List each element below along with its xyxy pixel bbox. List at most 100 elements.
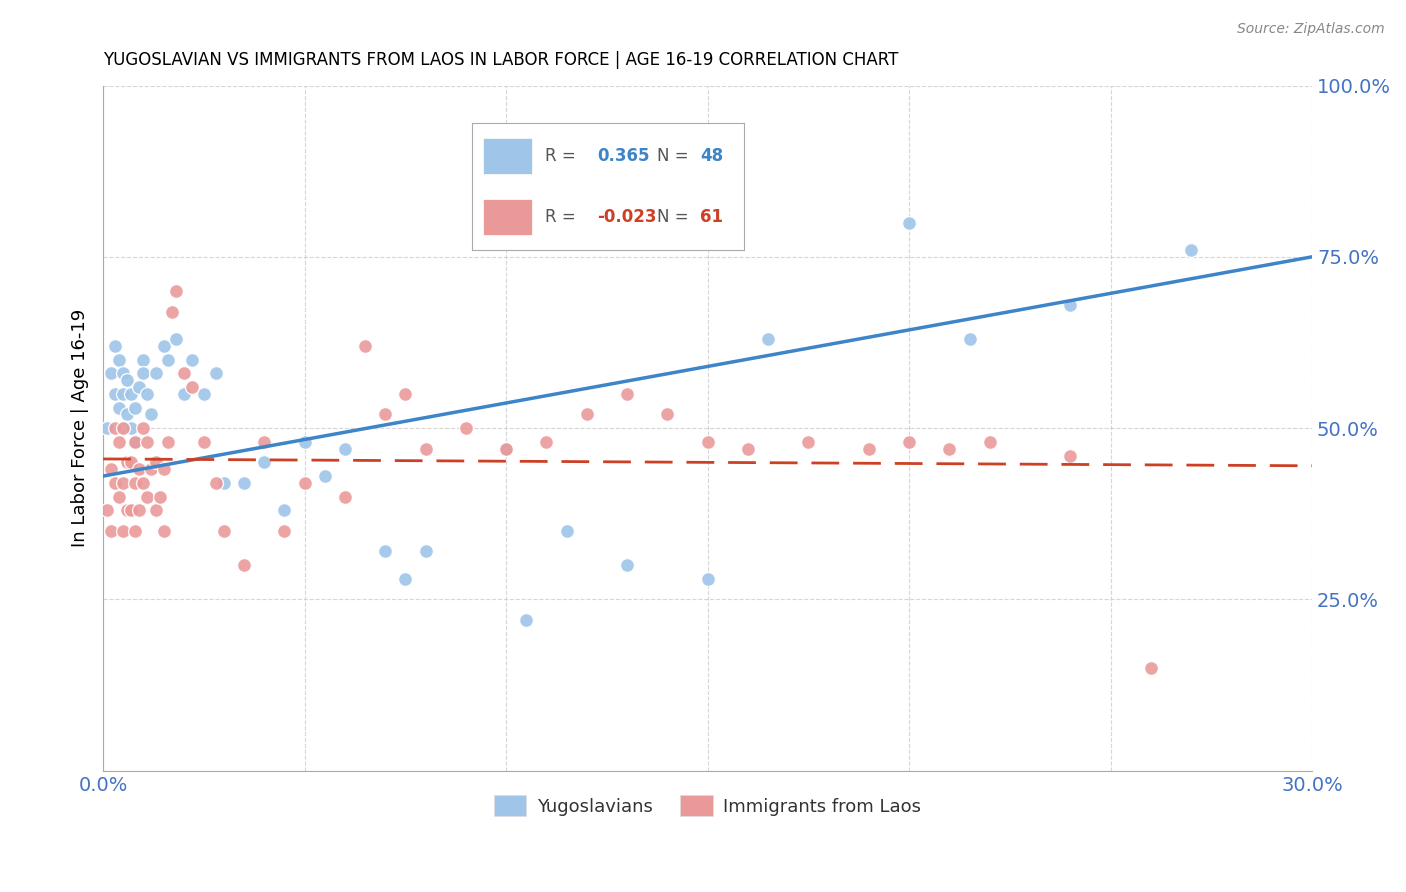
Point bbox=[124, 401, 146, 415]
Point bbox=[180, 352, 202, 367]
Point bbox=[205, 475, 228, 490]
Point bbox=[120, 455, 142, 469]
Point bbox=[1180, 243, 1202, 257]
Point bbox=[575, 408, 598, 422]
Point bbox=[233, 558, 256, 573]
Point bbox=[253, 455, 276, 469]
Point bbox=[273, 524, 295, 538]
Point bbox=[132, 475, 155, 490]
Point bbox=[128, 462, 150, 476]
Point bbox=[858, 442, 880, 456]
Point bbox=[104, 387, 127, 401]
Point bbox=[737, 442, 759, 456]
Point bbox=[454, 421, 477, 435]
Point bbox=[124, 475, 146, 490]
Point bbox=[100, 366, 122, 380]
Point bbox=[616, 558, 638, 573]
Point bbox=[136, 434, 159, 449]
Point bbox=[333, 442, 356, 456]
Point bbox=[141, 408, 163, 422]
Point bbox=[979, 434, 1001, 449]
Point bbox=[294, 475, 316, 490]
Point bbox=[193, 387, 215, 401]
Point bbox=[108, 434, 131, 449]
Point bbox=[120, 387, 142, 401]
Point bbox=[495, 442, 517, 456]
Point bbox=[756, 332, 779, 346]
Point bbox=[180, 380, 202, 394]
Point bbox=[108, 401, 131, 415]
Point bbox=[117, 455, 139, 469]
Point bbox=[555, 524, 578, 538]
Point bbox=[374, 408, 396, 422]
Point bbox=[165, 332, 187, 346]
Point bbox=[132, 366, 155, 380]
Point bbox=[152, 524, 174, 538]
Point bbox=[145, 366, 167, 380]
Point bbox=[173, 366, 195, 380]
Point bbox=[797, 434, 820, 449]
Point bbox=[124, 434, 146, 449]
Point bbox=[117, 408, 139, 422]
Point bbox=[124, 434, 146, 449]
Legend: Yugoslavians, Immigrants from Laos: Yugoslavians, Immigrants from Laos bbox=[486, 788, 929, 823]
Point bbox=[294, 434, 316, 449]
Point bbox=[112, 524, 135, 538]
Point bbox=[536, 434, 558, 449]
Point bbox=[152, 462, 174, 476]
Point bbox=[333, 490, 356, 504]
Point bbox=[696, 572, 718, 586]
Point bbox=[156, 352, 179, 367]
Point bbox=[132, 352, 155, 367]
Point bbox=[120, 421, 142, 435]
Point bbox=[394, 572, 416, 586]
Y-axis label: In Labor Force | Age 16-19: In Labor Force | Age 16-19 bbox=[72, 309, 89, 547]
Point bbox=[120, 503, 142, 517]
Text: YUGOSLAVIAN VS IMMIGRANTS FROM LAOS IN LABOR FORCE | AGE 16-19 CORRELATION CHART: YUGOSLAVIAN VS IMMIGRANTS FROM LAOS IN L… bbox=[103, 51, 898, 69]
Point bbox=[314, 469, 336, 483]
Point bbox=[415, 442, 437, 456]
Point bbox=[145, 455, 167, 469]
Point bbox=[152, 339, 174, 353]
Point bbox=[136, 387, 159, 401]
Point bbox=[100, 462, 122, 476]
Point bbox=[354, 339, 377, 353]
Point bbox=[112, 421, 135, 435]
Point bbox=[148, 490, 170, 504]
Point bbox=[495, 442, 517, 456]
Point bbox=[253, 434, 276, 449]
Point bbox=[117, 373, 139, 387]
Point bbox=[112, 366, 135, 380]
Point bbox=[193, 434, 215, 449]
Point bbox=[212, 524, 235, 538]
Point bbox=[128, 380, 150, 394]
Point bbox=[515, 613, 537, 627]
Point bbox=[1059, 298, 1081, 312]
Point bbox=[117, 503, 139, 517]
Point bbox=[938, 442, 960, 456]
Point bbox=[104, 421, 127, 435]
Point bbox=[156, 434, 179, 449]
Point bbox=[96, 503, 118, 517]
Point bbox=[96, 421, 118, 435]
Point bbox=[108, 490, 131, 504]
Point bbox=[415, 544, 437, 558]
Point bbox=[128, 503, 150, 517]
Point bbox=[100, 524, 122, 538]
Point bbox=[1059, 449, 1081, 463]
Point bbox=[112, 475, 135, 490]
Point bbox=[394, 387, 416, 401]
Point bbox=[141, 462, 163, 476]
Point bbox=[124, 524, 146, 538]
Point bbox=[112, 421, 135, 435]
Point bbox=[696, 434, 718, 449]
Point bbox=[616, 387, 638, 401]
Point bbox=[657, 408, 679, 422]
Point bbox=[165, 284, 187, 298]
Point bbox=[160, 304, 183, 318]
Point bbox=[145, 503, 167, 517]
Point bbox=[898, 434, 921, 449]
Point bbox=[212, 475, 235, 490]
Point bbox=[173, 387, 195, 401]
Point bbox=[205, 366, 228, 380]
